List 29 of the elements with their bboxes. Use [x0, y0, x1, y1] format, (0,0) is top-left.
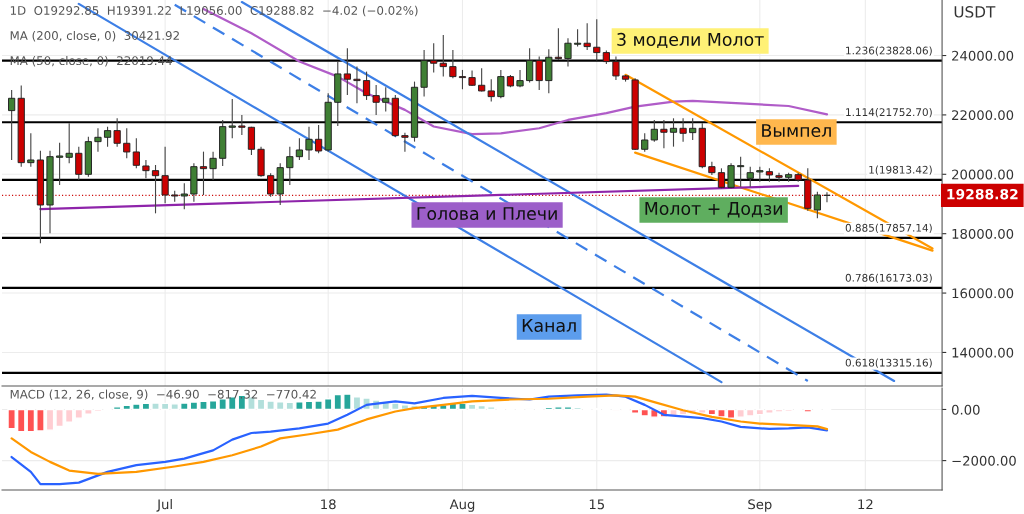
y-tick-label: 0.00 [951, 404, 980, 415]
ref-line-label: 1(19813.42) [869, 165, 932, 175]
y-tick-label: 18000.00 [952, 228, 1014, 239]
ref-line-label: 1.236(23828.06) [846, 46, 932, 56]
x-tick-label: 18 [321, 499, 336, 510]
y-tick-label: 22000.00 [952, 110, 1014, 121]
ref-line-label: 0.618(13315.16) [845, 358, 932, 368]
ref-line-label: 0.885(17857.14) [845, 223, 932, 233]
y-axis-title: USDT [954, 6, 996, 18]
y-tick-label: 20000.00 [952, 169, 1014, 180]
annotation: 3 модели Молот [617, 32, 764, 49]
y-tick-label: −2000.00 [952, 455, 1016, 466]
x-tick-label: 15 [589, 499, 604, 510]
y-tick-label: 14000.00 [952, 347, 1014, 358]
annotation: Вымпел [762, 124, 831, 138]
y-tick-label: 24000.00 [952, 50, 1014, 61]
y-tick-label: 16000.00 [952, 288, 1014, 299]
ref-line-label: 1.114(21752.70) [846, 108, 932, 118]
annotation: Голова и Плечи [417, 207, 557, 221]
ref-line-label: 0.786(16173.03) [845, 273, 932, 283]
ref-line-label: 19288.82 [947, 188, 1018, 200]
annotation: Молот + Додзи [645, 202, 782, 218]
x-tick-label: Aug [449, 499, 475, 512]
x-tick-label: Jul [156, 499, 172, 512]
annotation: Канал [522, 319, 576, 332]
x-tick-label: Sep [748, 499, 772, 512]
annotation: MA (50, close, 0) 22019.44 [10, 55, 172, 67]
annotation: MACD (12, 26, close, 9) −46.90 −817.32 −770.42 [10, 389, 316, 401]
x-tick-label: 12 [858, 499, 873, 510]
